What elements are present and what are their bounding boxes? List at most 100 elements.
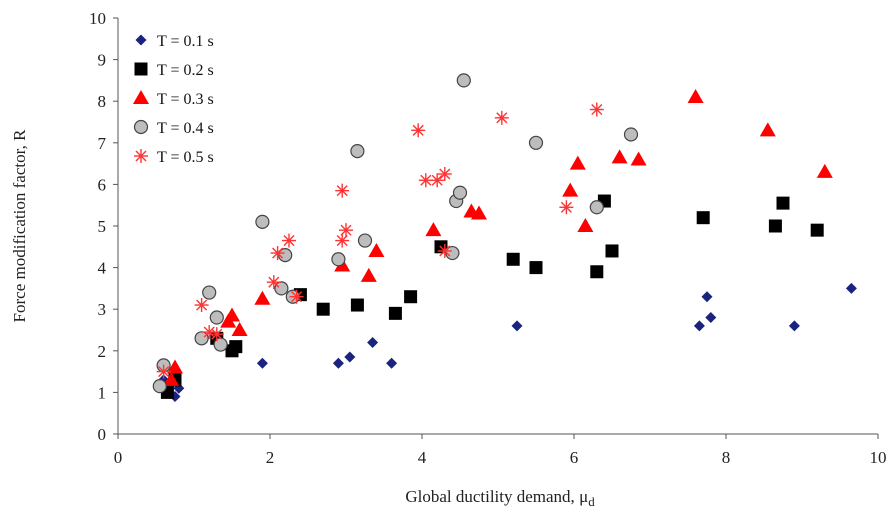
data-point	[332, 357, 344, 369]
data-point	[202, 325, 217, 340]
data-point	[256, 357, 268, 369]
asterisk-stroke	[211, 328, 223, 340]
data-point	[339, 223, 353, 238]
data-point	[344, 351, 356, 363]
data-point	[316, 302, 330, 316]
data-point	[589, 200, 604, 215]
data-point	[213, 337, 228, 352]
y-tick-labels: 0 1 2 3 4 5 6 7 8 9 10	[89, 9, 118, 444]
data-point	[404, 290, 418, 304]
data-point	[202, 285, 217, 300]
asterisk-stroke	[196, 299, 208, 311]
data-point	[623, 127, 639, 142]
data-point	[360, 267, 377, 282]
series-4	[152, 73, 639, 394]
legend-label: T = 0.1 s	[157, 33, 214, 50]
y-tick-label: 0	[98, 425, 107, 444]
asterisk-stroke	[268, 276, 280, 288]
y-axis-title: Force modification factor, R	[10, 129, 29, 323]
legend-marker	[134, 62, 148, 76]
y-tick-label: 1	[98, 383, 107, 402]
data-point	[776, 196, 790, 210]
data-point	[589, 102, 604, 117]
asterisk-stroke	[336, 235, 348, 247]
data-points	[152, 73, 857, 403]
asterisk-stroke	[272, 247, 284, 259]
data-point	[562, 182, 579, 197]
asterisk-stroke	[420, 174, 432, 186]
data-point	[630, 151, 647, 166]
y-tick-label: 10	[89, 9, 106, 28]
data-point	[289, 289, 304, 304]
data-point	[471, 205, 487, 220]
data-point	[687, 89, 704, 104]
data-point	[701, 291, 713, 303]
asterisk-stroke	[560, 201, 572, 213]
series-3	[163, 89, 833, 386]
data-point	[696, 211, 710, 225]
y-tick-label: 9	[98, 51, 107, 70]
data-point	[810, 223, 824, 237]
data-point	[705, 312, 717, 324]
data-point	[437, 167, 452, 181]
asterisk-stroke	[439, 245, 451, 257]
data-point	[693, 320, 705, 332]
data-point	[845, 282, 857, 294]
y-tick-label: 5	[98, 217, 107, 236]
data-point	[418, 173, 433, 188]
data-point	[231, 322, 248, 336]
data-point	[270, 246, 285, 261]
data-point	[274, 281, 289, 296]
asterisk-stroke	[340, 224, 352, 236]
data-point	[788, 320, 800, 332]
axes	[117, 18, 878, 435]
data-point	[559, 200, 574, 215]
asterisk-stroke	[203, 326, 215, 338]
data-point	[425, 222, 442, 237]
x-tick-label: 6	[570, 448, 579, 467]
data-point	[350, 144, 365, 159]
data-point	[577, 218, 594, 232]
asterisk-stroke	[591, 103, 603, 116]
y-tick-label: 4	[98, 259, 107, 278]
y-tick-label: 6	[98, 175, 107, 194]
data-point	[224, 307, 240, 322]
data-point	[152, 379, 167, 394]
data-point	[194, 331, 209, 346]
data-point	[759, 122, 776, 137]
asterisk-stroke	[336, 185, 348, 197]
data-point	[194, 298, 209, 313]
data-point	[209, 327, 224, 342]
data-point	[816, 163, 833, 178]
data-point	[282, 233, 296, 248]
legend-label: T = 0.2 s	[157, 62, 214, 79]
series-5	[156, 102, 604, 379]
x-tick-labels: 0 2 4 6 8 10	[114, 434, 887, 467]
data-point	[452, 185, 468, 200]
data-point	[511, 320, 523, 332]
data-point	[335, 183, 350, 198]
data-point	[167, 359, 183, 374]
data-point	[590, 265, 604, 279]
data-point	[494, 110, 509, 125]
y-tick-label: 2	[98, 342, 107, 361]
x-tick-label: 10	[870, 448, 887, 467]
asterisk-stroke	[496, 112, 508, 124]
data-point	[368, 242, 385, 257]
data-point	[611, 149, 628, 164]
data-point	[605, 244, 619, 258]
legend-label: T = 0.3 s	[157, 91, 214, 108]
data-point	[255, 214, 270, 229]
asterisk-stroke	[283, 235, 295, 247]
data-point	[163, 371, 180, 386]
data-point	[331, 252, 346, 267]
asterisk-stroke	[431, 174, 443, 186]
asterisk-stroke	[439, 168, 451, 180]
data-point	[768, 219, 782, 233]
asterisk-stroke	[291, 291, 303, 303]
data-point	[529, 261, 543, 275]
x-tick-label: 8	[722, 448, 731, 467]
data-point	[266, 275, 281, 290]
y-tick-label: 8	[98, 92, 107, 111]
